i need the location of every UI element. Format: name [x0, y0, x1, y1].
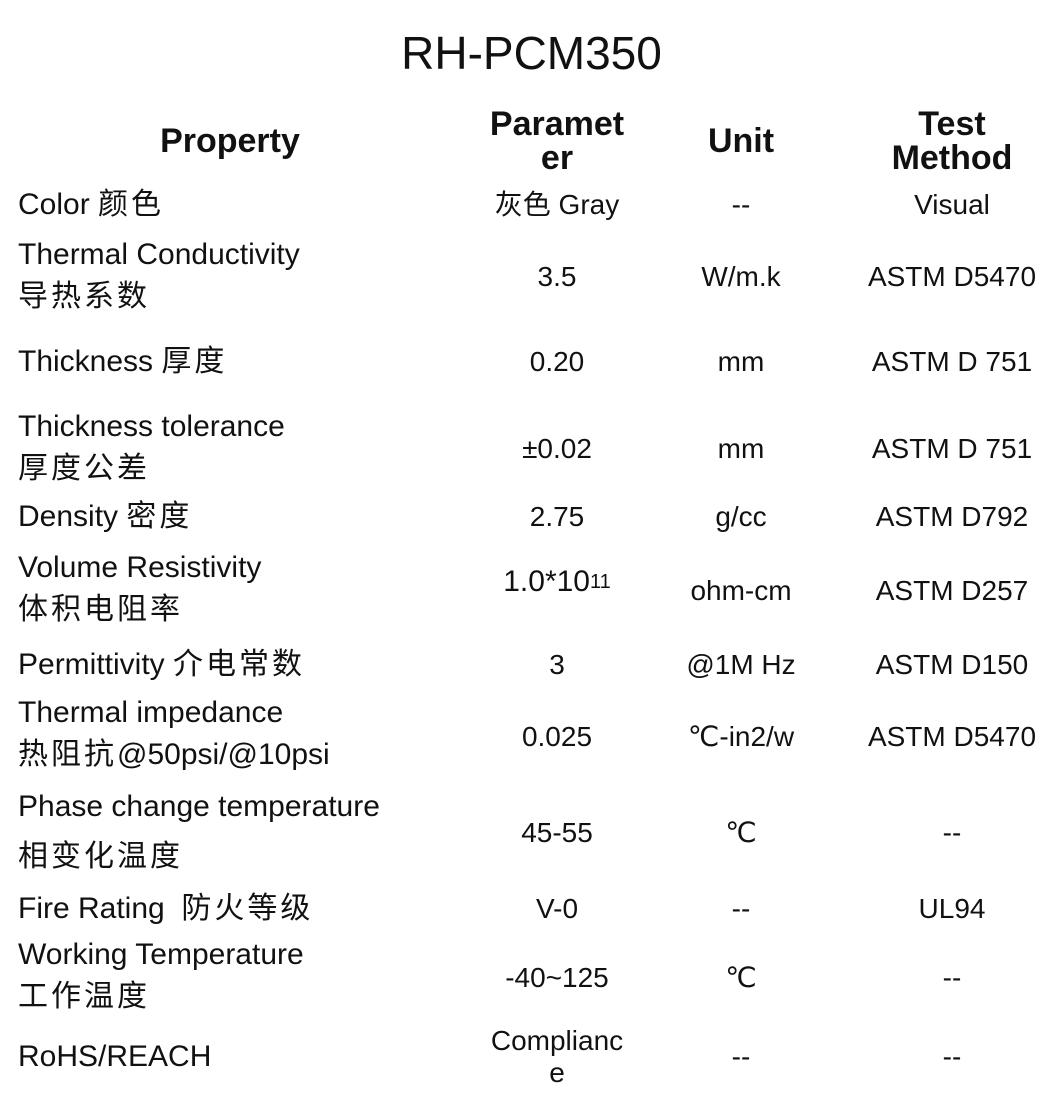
property-cell: Thickness 厚度 [18, 340, 458, 384]
parameter-value: 45-55 [521, 817, 593, 848]
parameter-value: 3.5 [537, 261, 577, 292]
property-en: Thermal impedance [18, 696, 284, 729]
test-method-value: ASTM D5470 [867, 721, 1037, 752]
property-zh: 厚度公差 [18, 451, 150, 486]
unit-value: ℃ [725, 962, 757, 993]
property-zh: 导热系数 [18, 279, 150, 314]
unit-value: ℃-in2/w [687, 721, 795, 752]
unit-value: g/cc [715, 501, 767, 532]
property-zh: 介电常数 [173, 647, 306, 682]
property-en: Color [18, 188, 90, 221]
property-en: Volume Resistivity [18, 551, 262, 584]
property-zh: 厚度 [161, 344, 228, 379]
test-method-value: ASTM D 751 [871, 433, 1033, 464]
unit-value: W/m.k [701, 261, 781, 292]
header-property: Property [160, 122, 300, 160]
property-zh: 相变化温度 [18, 839, 183, 874]
parameter-value: 0.025 [521, 721, 593, 752]
parameter-value: Complianc e [490, 1025, 624, 1088]
test-method-value: ASTM D5470 [867, 261, 1037, 292]
property-cell: RoHS/REACH [18, 1035, 458, 1079]
property-cell: Color 颜色 [18, 183, 458, 227]
test-method-value: -- [942, 1041, 962, 1072]
property-zh: 热阻抗 [18, 737, 117, 772]
unit-value: mm [717, 346, 765, 377]
property-zh: 颜色 [98, 187, 165, 222]
parameter-value: V-0 [535, 893, 579, 924]
parameter-value: 灰色 Gray [494, 189, 620, 220]
property-en: Thickness tolerance [18, 410, 285, 443]
property-en: Thickness [18, 345, 154, 378]
test-method-value: ASTM D257 [875, 575, 1029, 606]
property-en: Working Temperature [18, 938, 304, 971]
parameter-value: 3 [549, 649, 565, 680]
property-en: Permittivity [18, 648, 165, 681]
test-method-value: -- [942, 817, 962, 848]
property-zh: 密度 [126, 499, 193, 534]
property-cell: Volume Resistivity 体积电阻率 [18, 545, 458, 633]
test-method-value: ASTM D792 [875, 501, 1029, 532]
property-cell: Phase change temperature 相变化温度 [18, 784, 458, 880]
parameter-value: -40~125 [505, 962, 609, 993]
unit-value: -- [731, 893, 751, 924]
property-zh: 体积电阻率 [18, 592, 183, 627]
property-cell: Permittivity 介电常数 [18, 643, 458, 687]
unit-value: @1M Hz [686, 649, 796, 680]
unit-value: ℃ [725, 817, 757, 848]
header-unit: Unit [707, 122, 775, 160]
property-cell: Working Temperature 工作温度 [18, 932, 458, 1020]
parameter-value: ±0.02 [522, 433, 592, 464]
header-test-method: Test Method [891, 105, 1013, 177]
property-en: Phase change temperature [18, 790, 380, 823]
test-method-value: ASTM D 751 [871, 346, 1033, 377]
property-en: Density [18, 500, 119, 533]
parameter-value: 2.75 [529, 501, 585, 532]
unit-value: -- [731, 189, 751, 220]
property-zh-suffix: @50psi/@10psi [117, 738, 330, 771]
unit-value: ohm-cm [690, 575, 792, 606]
parameter-value: 1.0*10 11 [503, 565, 611, 598]
property-cell: Thermal Conductivity 导热系数 [18, 231, 458, 321]
property-en: Fire Rating [18, 892, 165, 925]
page-title: RH-PCM350 [401, 27, 662, 79]
property-zh: 防火等级 [181, 891, 314, 926]
test-method-value: Visual [914, 189, 990, 220]
test-method-value: UL94 [918, 893, 986, 924]
unit-value: -- [731, 1041, 751, 1072]
property-zh: 工作温度 [18, 979, 150, 1014]
parameter-base: 1.0*10 [503, 565, 590, 598]
property-cell: Thickness tolerance 厚度公差 [18, 404, 458, 492]
property-cell: Thermal impedance 热阻抗@50psi/@10psi [18, 690, 458, 778]
property-en: Thermal Conductivity [18, 238, 300, 271]
property-cell: Density 密度 [18, 495, 458, 539]
header-parameter: Paramet er [489, 105, 625, 177]
test-method-value: ASTM D150 [875, 649, 1029, 680]
property-cell: Fire Rating 防火等级 [18, 887, 458, 931]
property-en: RoHS/REACH [18, 1040, 212, 1073]
test-method-value: -- [942, 962, 962, 993]
unit-value: mm [717, 433, 765, 464]
parameter-value: 0.20 [529, 346, 585, 377]
